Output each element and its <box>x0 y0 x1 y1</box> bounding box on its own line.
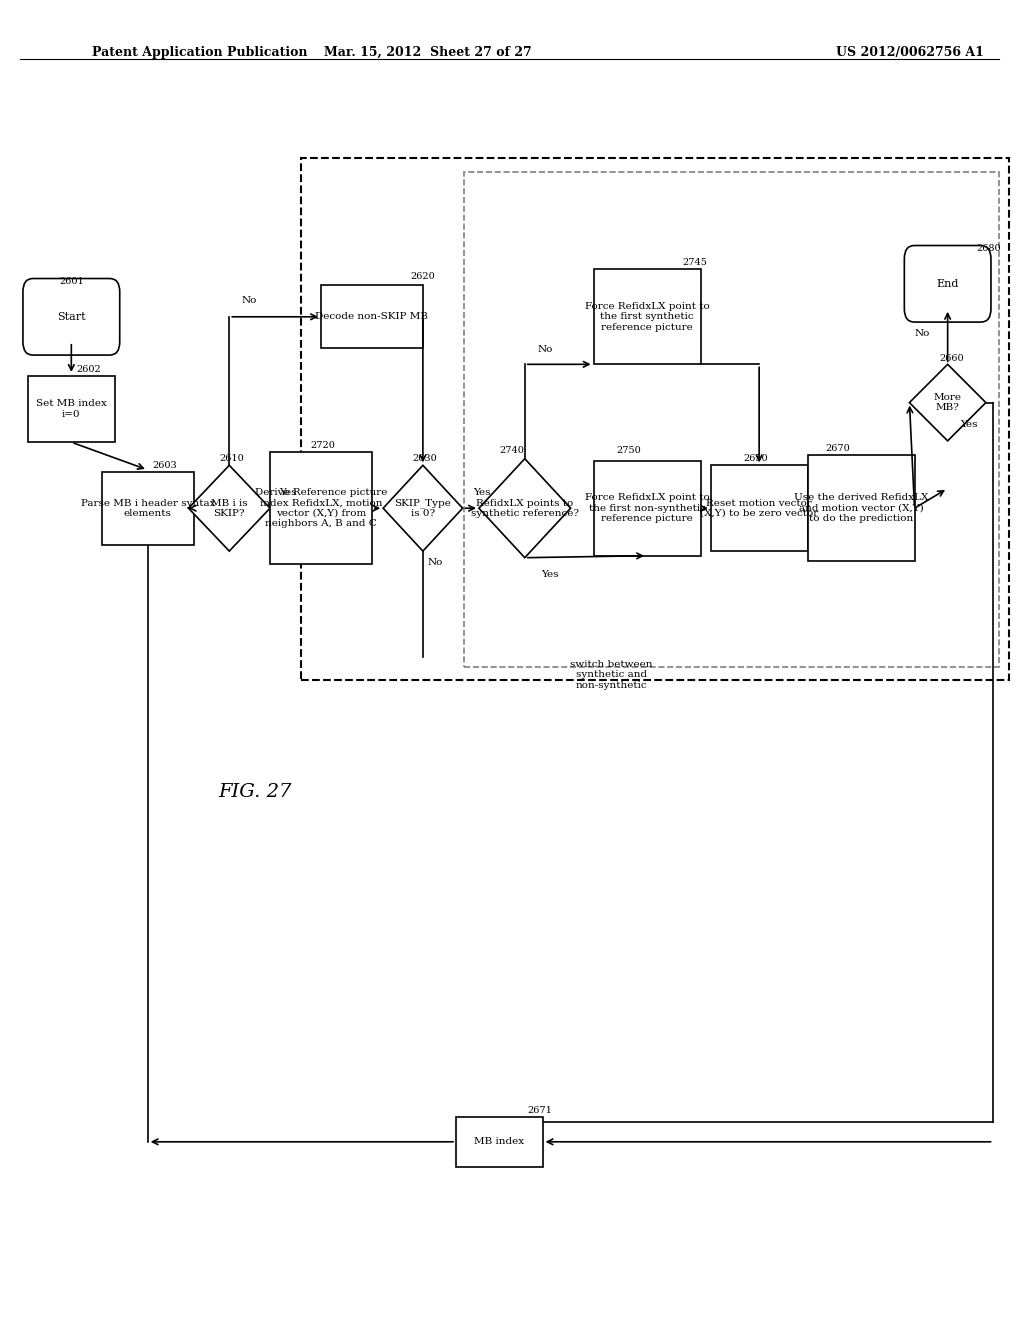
Text: End: End <box>937 279 958 289</box>
Text: 2630: 2630 <box>413 454 437 463</box>
Text: Yes: Yes <box>280 488 297 496</box>
Polygon shape <box>909 364 986 441</box>
Polygon shape <box>479 459 570 557</box>
Text: No: No <box>242 297 257 305</box>
Text: 2745: 2745 <box>683 257 708 267</box>
Polygon shape <box>188 466 270 552</box>
Text: 2603: 2603 <box>153 461 177 470</box>
Text: 2610: 2610 <box>219 454 244 463</box>
Text: 2601: 2601 <box>59 277 84 286</box>
Text: No: No <box>914 330 930 338</box>
Text: 2660: 2660 <box>939 354 965 363</box>
Text: More
MB?: More MB? <box>934 393 962 412</box>
Text: Yes: Yes <box>959 420 977 429</box>
FancyBboxPatch shape <box>321 285 423 348</box>
FancyBboxPatch shape <box>23 279 120 355</box>
Text: Mar. 15, 2012  Sheet 27 of 27: Mar. 15, 2012 Sheet 27 of 27 <box>324 46 531 59</box>
FancyBboxPatch shape <box>711 466 808 552</box>
Text: Patent Application Publication: Patent Application Publication <box>92 46 307 59</box>
Text: Parse MB i header syntax
elements: Parse MB i header syntax elements <box>81 499 215 517</box>
Text: Set MB index
i=0: Set MB index i=0 <box>36 400 106 418</box>
Text: 2671: 2671 <box>527 1106 553 1115</box>
Text: No: No <box>428 558 443 568</box>
Text: Force RefidxLX point to
the first non-synthetic
reference picture: Force RefidxLX point to the first non-sy… <box>585 494 710 523</box>
Text: No: No <box>538 346 553 354</box>
Text: 2720: 2720 <box>311 441 336 450</box>
Text: RefidxLX points to
synthetic reference?: RefidxLX points to synthetic reference? <box>471 499 579 517</box>
Text: MB index: MB index <box>474 1138 524 1146</box>
Text: 2650: 2650 <box>743 454 768 463</box>
Polygon shape <box>383 466 463 552</box>
Text: 2602: 2602 <box>77 364 101 374</box>
Text: Yes: Yes <box>542 570 559 578</box>
FancyBboxPatch shape <box>904 246 991 322</box>
FancyBboxPatch shape <box>102 471 194 544</box>
Text: US 2012/0062756 A1: US 2012/0062756 A1 <box>836 46 983 59</box>
Text: MB i is
SKIP?: MB i is SKIP? <box>211 499 248 517</box>
Text: switch between
synthetic and
non-synthetic: switch between synthetic and non-synthet… <box>570 660 652 690</box>
Text: Start: Start <box>57 312 86 322</box>
Text: 2680: 2680 <box>976 244 1000 253</box>
Text: 2670: 2670 <box>825 444 850 453</box>
FancyBboxPatch shape <box>594 269 700 364</box>
FancyBboxPatch shape <box>28 376 115 442</box>
Text: 2620: 2620 <box>411 272 435 281</box>
Text: 2740: 2740 <box>500 446 524 455</box>
Text: Derive Reference picture
index RefidxLX, motion
vector (X,Y) from
neighbors A, B: Derive Reference picture index RefidxLX,… <box>255 488 387 528</box>
FancyBboxPatch shape <box>594 461 700 556</box>
FancyBboxPatch shape <box>808 455 914 561</box>
Text: Use the derived RefidxLX
and motion vector (X,Y)
to do the prediction: Use the derived RefidxLX and motion vect… <box>794 494 928 523</box>
FancyBboxPatch shape <box>456 1117 543 1167</box>
Text: Reset motion vector
(X,Y) to be zero vector: Reset motion vector (X,Y) to be zero vec… <box>700 499 818 517</box>
Text: Decode non-SKIP MB: Decode non-SKIP MB <box>315 313 428 321</box>
Text: Yes: Yes <box>473 488 490 496</box>
Text: SKIP_Type
is 0?: SKIP_Type is 0? <box>394 498 452 519</box>
Text: 2750: 2750 <box>616 446 641 455</box>
Text: FIG. 27: FIG. 27 <box>218 783 292 801</box>
Text: Force RefidxLX point to
the first synthetic
reference picture: Force RefidxLX point to the first synthe… <box>585 302 710 331</box>
FancyBboxPatch shape <box>270 451 372 565</box>
